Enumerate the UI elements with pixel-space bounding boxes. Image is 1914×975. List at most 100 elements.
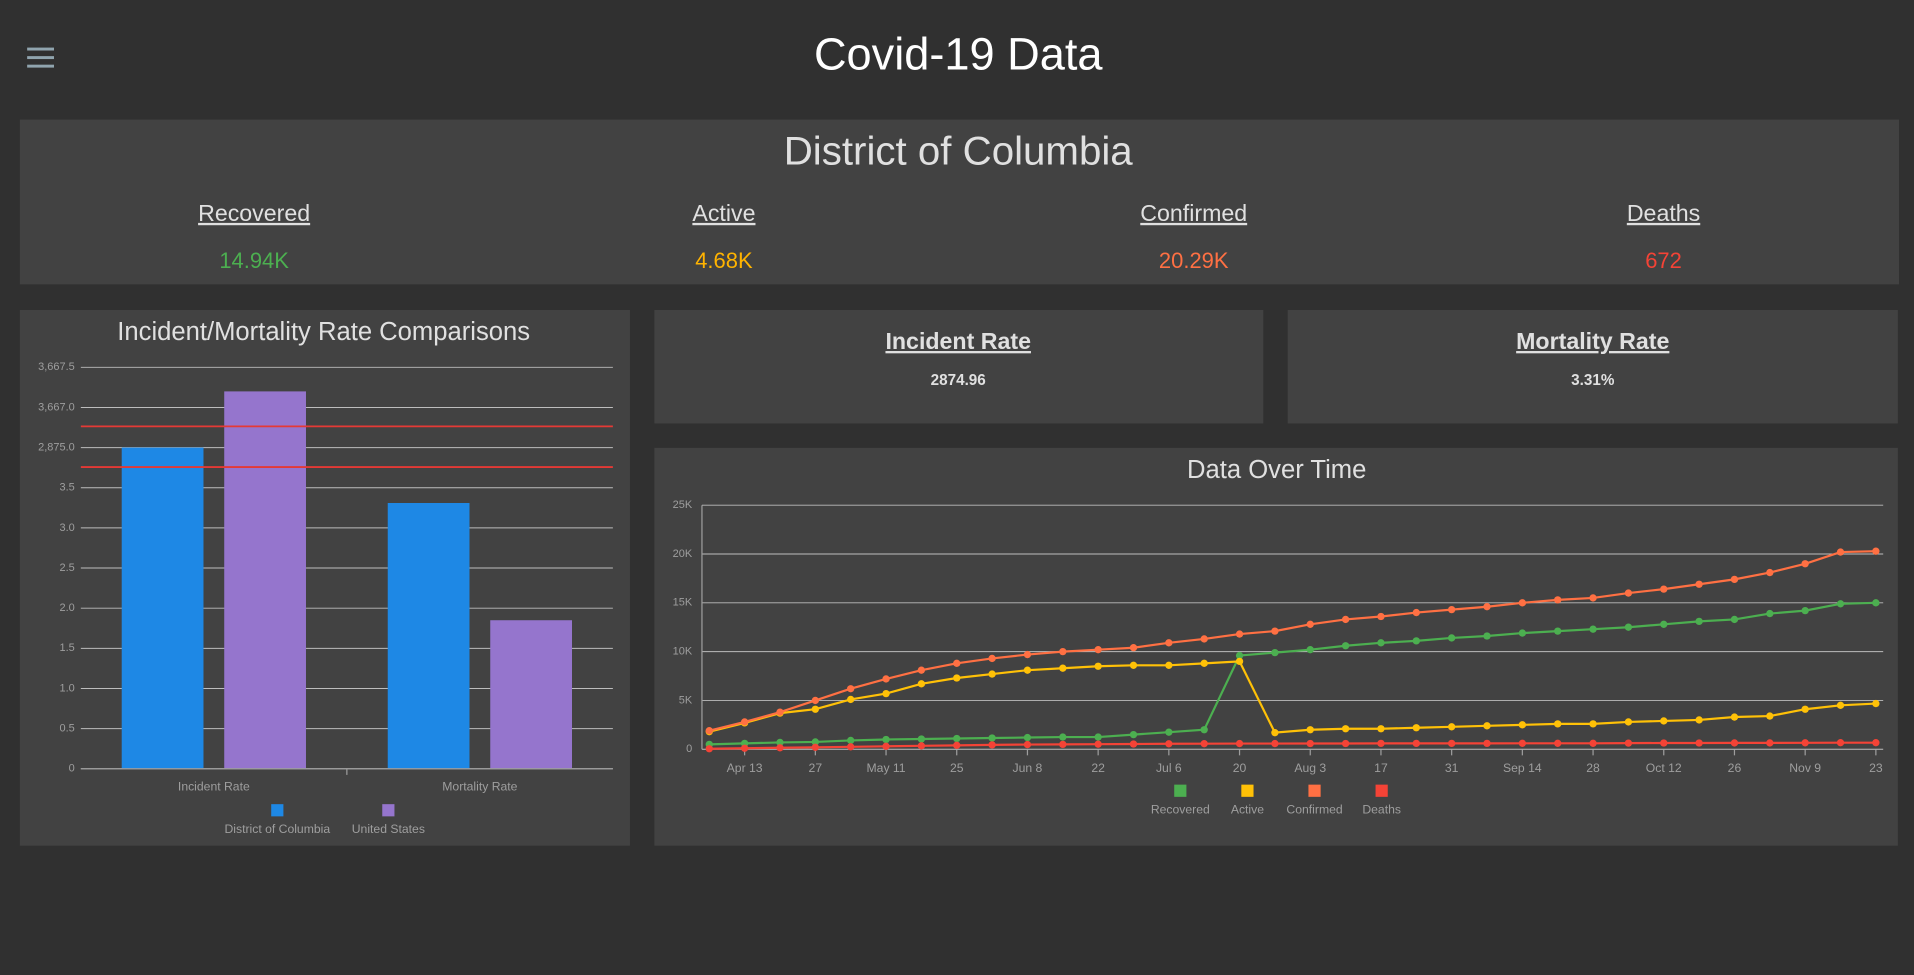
data-point [1377,725,1385,733]
data-point [1094,662,1102,670]
data-point [1412,739,1420,748]
data-point [847,736,855,745]
x-tick-label: 26 [1728,761,1742,775]
data-point [988,670,996,678]
stat-label: Active [692,200,755,226]
data-point [1801,739,1809,747]
data-point [1447,723,1456,731]
menu-bar[interactable] [27,64,54,68]
data-point [1094,740,1102,748]
y-tick-label: 2.5 [59,562,74,574]
data-point [1129,730,1138,739]
y-tick-label: 0.5 [59,723,74,735]
data-point [1660,717,1668,725]
stat-label: Deaths [1627,200,1700,226]
data-point [1200,740,1208,748]
data-point [1059,647,1067,656]
menu-button[interactable] [27,47,54,68]
data-point [811,743,819,751]
data-point [1483,603,1491,611]
data-point [1589,739,1597,747]
data-point [811,705,819,713]
y-tick-label: 1.5 [59,642,74,654]
data-point [917,680,926,688]
data-point [1306,646,1314,654]
data-point [953,659,961,668]
series-line [709,550,1876,732]
line-chart-panel [654,447,1898,846]
x-tick-label: Sep 14 [1503,761,1542,775]
data-point [847,685,855,693]
data-point [1059,733,1067,741]
y-tick-label: 0 [686,743,692,755]
data-point [1872,547,1880,555]
x-tick-label: Incident Rate [178,779,250,793]
summary-title: District of Columbia [784,128,1134,173]
rate-value: 2874.96 [931,372,986,389]
data-point [1447,739,1456,748]
data-point [1341,739,1350,748]
data-point [1730,615,1739,624]
x-tick-label: Aug 3 [1294,761,1326,775]
menu-bar[interactable] [27,47,54,51]
data-point [1023,733,1032,742]
data-point [1129,740,1138,748]
bar [224,391,306,769]
legend-label: Confirmed [1286,802,1342,816]
data-point [1836,548,1845,556]
stat-value: 672 [1645,248,1682,273]
x-tick-label: Nov 9 [1789,761,1821,775]
data-point [1801,606,1809,615]
legend-swatch [271,804,284,817]
data-point [1200,635,1208,643]
data-point [1412,724,1420,732]
x-tick-label: May 11 [867,761,906,775]
y-tick-label: 1.0 [59,682,74,694]
legend-label: Deaths [1362,802,1401,816]
data-point [1235,657,1244,666]
data-point [1129,661,1138,669]
legend-swatch [1174,784,1187,797]
y-tick-label: 5K [679,694,693,706]
data-point [1306,726,1314,734]
y-tick-label: 0 [69,763,75,775]
data-point [1165,740,1173,748]
x-tick-label: Mortality Rate [442,779,517,793]
x-tick-label: 23 [1869,761,1883,775]
y-tick-label: 10K [673,646,693,658]
data-point [811,696,819,705]
data-point [1695,617,1703,626]
x-tick-label: 22 [1091,761,1105,775]
data-point [1341,725,1350,733]
data-point [1271,728,1279,737]
x-tick-label: 28 [1586,761,1600,775]
data-point [1872,599,1880,607]
menu-bar[interactable] [27,56,54,60]
data-point [882,735,890,744]
bar [387,502,470,769]
data-point [776,708,784,716]
data-point [1023,650,1032,659]
data-point [1660,739,1668,747]
data-point [1589,594,1597,602]
bar [121,447,204,769]
data-point [1554,627,1562,635]
data-point [1730,575,1739,584]
y-tick-label: 3,667.0 [38,401,75,413]
data-point [1377,739,1385,748]
data-point [1624,623,1633,631]
bar [490,620,573,769]
data-point [953,734,961,743]
data-point [1023,666,1032,674]
rate-value: 3.31% [1571,372,1615,389]
data-point [1801,705,1809,713]
chart-title: Data Over Time [1187,456,1366,484]
data-point [1695,739,1703,747]
series-line [709,601,1876,746]
data-point [1730,739,1739,747]
data-point [1483,739,1491,748]
data-point [1059,664,1067,672]
legend-swatch [1308,784,1321,797]
data-point [1235,739,1244,748]
